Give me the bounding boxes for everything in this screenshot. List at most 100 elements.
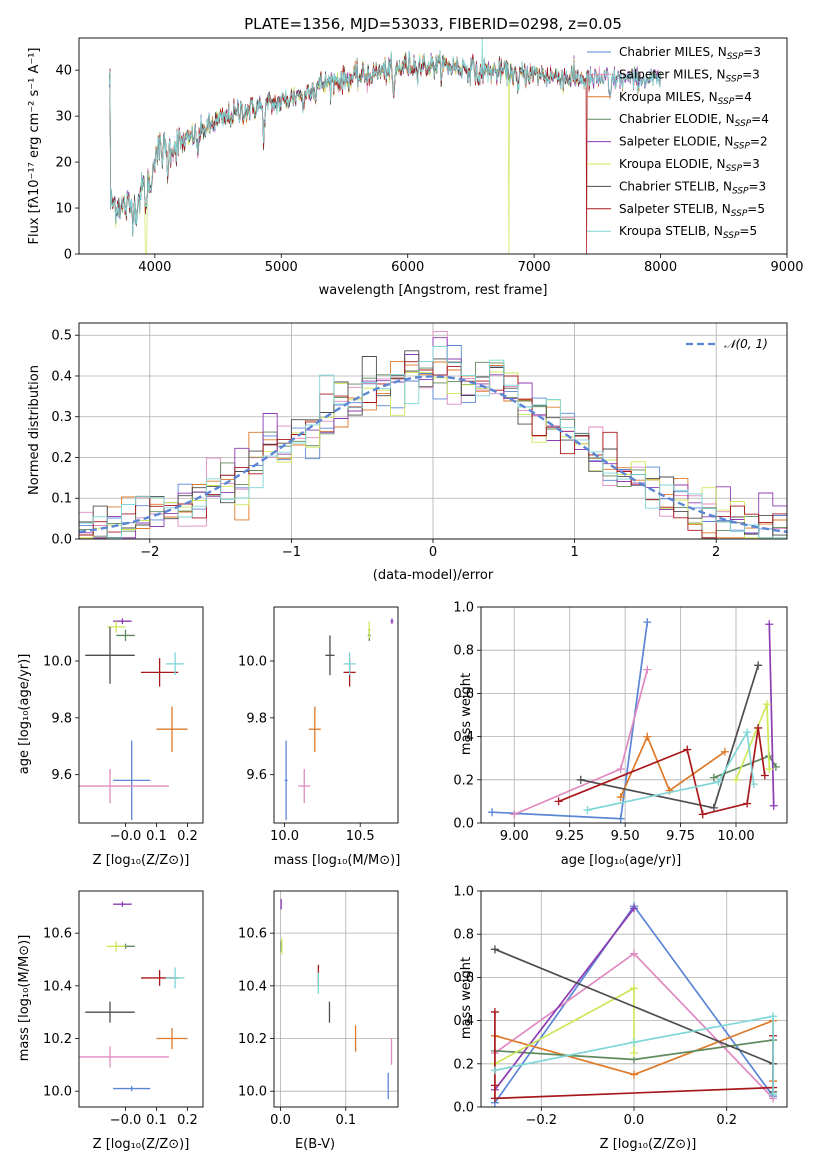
y-tick-label: 9.8 [246,711,267,726]
y-tick-label: 10.2 [238,1032,267,1047]
y-tick-label: 0.4 [51,369,72,384]
y-tick-label: 1.0 [453,601,474,616]
weight-line-salpeter-elodie [494,907,635,1091]
axes-frame [78,322,788,540]
legend-label-salpeter-elodie: Salpeter ELODIE, NSSP=2 [619,135,768,152]
x-tick-label: −1 [282,545,301,560]
plot-area [79,618,188,821]
x-tick-label: 2 [712,545,720,560]
y-tick-label: 0.2 [453,1057,474,1072]
x-tick-label: 0.1 [146,829,167,844]
axes-frame [78,606,204,824]
weight-marker-salpeter-stelib [490,1081,499,1090]
weight-marker-kroupa-elodie [763,700,772,709]
spectrum-line-salpeter-stelib [108,51,591,254]
z-weight-panel: Z [log₁₀(Z/Z⊙)] mass weight −0.2 0.0 0.2 0.… [453,885,788,1152]
x-tick-label: 8000 [644,260,677,275]
mass-age-xlabel: mass [log₁₀(M/M⊙)] [274,853,401,868]
histogram-ylabel: Normed distribution [27,365,42,495]
weight-marker-salpeter-miles [616,765,625,773]
x-tick-label: 0.1 [146,1113,167,1128]
weight-marker-salpeter-stelib [490,1007,499,1016]
z-weight-ylabel: mass weight [459,957,474,1039]
weight-marker-chabrier-miles [643,618,652,627]
age-weight-xlabel: age [log₁₀(age/yr)] [561,853,682,868]
weight-marker-kroupa-stelib [743,728,752,737]
normal-curve [79,375,787,534]
weight-marker-kroupa-miles [643,732,652,741]
plot-area [108,38,661,254]
axes-frame [273,890,399,1108]
spectrum-legend: Chabrier MILES, NSSP=3 Salpeter MILES, NS… [587,45,769,241]
y-tick-label: 10.4 [43,979,72,994]
histogram-chabrier-stelib [79,350,787,539]
weight-marker-salpeter-stelib [698,810,707,819]
weight-marker-salpeter-elodie [769,801,778,810]
weight-marker-salpeter-miles [643,665,652,674]
x-tick-label: 0.2 [177,829,198,844]
x-tick-label: 5000 [265,260,298,275]
axes-frame [480,606,788,824]
y-tick-label: 0 [64,248,72,263]
y-tick-label: 10.0 [238,1085,267,1100]
weight-line-salpeter-elodie [768,624,775,806]
x-tick-label: −0.0 [110,829,142,844]
x-tick-label: 0.1 [335,1113,356,1128]
weight-marker-kroupa-elodie [630,1049,638,1057]
weight-marker-salpeter-stelib [760,771,769,780]
x-tick-label: 0.2 [177,1113,198,1128]
x-tick-label: 6000 [391,260,424,275]
y-tick-label: 0.0 [453,1101,474,1116]
age-weight-panel: age [log₁₀(age/yr)] mass weight 9.00 9.25… [453,601,788,868]
plot-area [490,902,778,1107]
plot-area [79,330,787,539]
weight-marker-kroupa-stelib [630,1038,638,1047]
legend-label-chabrier-elodie: Chabrier ELODIE, NSSP=4 [619,112,769,129]
axes-frame [78,890,204,1108]
x-tick-label: 10.5 [346,829,375,844]
weight-marker-salpeter-elodie [630,904,638,913]
y-tick-label: 0.4 [453,730,474,745]
y-tick-label: 30 [55,110,72,125]
y-tick-label: 10.6 [238,927,267,942]
y-tick-label: 9.6 [246,768,267,783]
plot-area [79,901,188,1092]
y-tick-label: 0.6 [453,687,474,702]
z-mass-panel: Z [log₁₀(Z/Z⊙)] mass [log₁₀(M/M⊙)] −0.0 0… [17,890,204,1152]
weight-marker-kroupa-stelib [583,806,592,815]
weight-marker-chabrier-stelib [709,803,718,812]
z-age-xlabel: Z [log₁₀(Z/Z⊙)] [93,853,190,868]
spectrum-panel: PLATE=1356, MJD=53033, FIBERID=0298, z=0… [27,15,804,298]
z-age-ylabel: age [log₁₀(age/yr)] [17,654,32,775]
legend-label-kroupa-miles: Kroupa MILES, NSSP=4 [619,90,752,107]
weight-marker-salpeter-stelib [490,1094,499,1103]
weight-marker-kroupa-miles [720,747,729,756]
mass-age-panel: mass [log₁₀(M/M⊙)] 10.0 10.5 9.6 9.8 10.0 [238,606,401,868]
weight-line-kroupa-stelib [587,729,755,811]
x-tick-label: 4000 [138,260,171,275]
y-tick-label: 0.2 [453,773,474,788]
y-tick-label: 0.6 [453,971,474,986]
residual-histogram-panel: (data-model)/error Normed distribution −… [27,322,788,583]
weight-marker-kroupa-miles [616,793,625,802]
x-tick-label: 10.0 [270,829,299,844]
x-tick-label: 0.0 [624,1113,645,1128]
plot-area [488,618,780,823]
y-tick-label: 1.0 [453,885,474,900]
weight-line-kroupa-stelib [494,1015,774,1094]
y-tick-label: 0.5 [51,329,72,344]
y-tick-label: 0.4 [453,1014,474,1029]
weight-marker-kroupa-elodie [732,775,740,784]
spectrum-xlabel: wavelength [Angstrom, rest frame] [319,283,548,298]
x-tick-label: 0.2 [716,1113,737,1128]
y-tick-label: 10.0 [43,1085,72,1100]
axes-frame [78,37,788,255]
x-tick-label: −0.0 [110,1113,142,1128]
weight-marker-kroupa-stelib [769,1012,778,1021]
weight-marker-chabrier-miles [488,808,497,817]
z-mass-ylabel: mass [log₁₀(M/M⊙)] [17,935,32,1062]
histogram-kroupa-stelib [79,346,787,539]
legend-label-kroupa-elodie: Kroupa ELODIE, NSSP=3 [619,157,760,174]
weight-line-kroupa-miles [619,734,726,798]
